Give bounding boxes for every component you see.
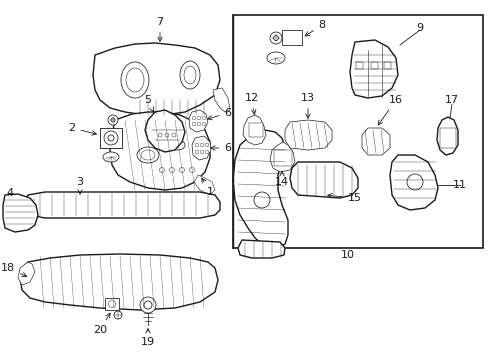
Polygon shape: [390, 155, 438, 210]
Circle shape: [114, 311, 122, 319]
Text: 18: 18: [1, 263, 26, 276]
Circle shape: [254, 192, 270, 208]
Bar: [100, 128, 122, 148]
Text: 10: 10: [341, 250, 355, 260]
Circle shape: [179, 167, 185, 172]
Circle shape: [160, 167, 165, 172]
Text: 1: 1: [202, 178, 214, 197]
Text: 20: 20: [93, 313, 110, 335]
Polygon shape: [213, 88, 230, 112]
Polygon shape: [362, 128, 390, 155]
Circle shape: [270, 32, 282, 44]
Circle shape: [192, 122, 196, 126]
Circle shape: [200, 143, 204, 147]
Polygon shape: [20, 254, 218, 310]
Polygon shape: [110, 112, 210, 190]
Bar: [384, 62, 391, 69]
Polygon shape: [189, 110, 208, 132]
Circle shape: [205, 143, 209, 147]
Circle shape: [192, 116, 196, 120]
Text: 15: 15: [328, 193, 362, 203]
Polygon shape: [437, 117, 458, 155]
Circle shape: [172, 133, 176, 137]
Ellipse shape: [184, 66, 196, 84]
Ellipse shape: [141, 150, 155, 160]
Bar: [356, 62, 363, 69]
Text: 7: 7: [156, 17, 164, 41]
Ellipse shape: [171, 140, 185, 150]
Text: 13: 13: [301, 93, 315, 118]
Polygon shape: [145, 110, 185, 152]
Circle shape: [195, 150, 199, 154]
Circle shape: [170, 167, 174, 172]
Polygon shape: [18, 262, 35, 285]
Ellipse shape: [103, 152, 119, 162]
Text: 3: 3: [76, 177, 83, 194]
Ellipse shape: [126, 68, 144, 92]
Circle shape: [108, 135, 114, 141]
Bar: [371, 62, 378, 69]
Text: 8: 8: [305, 20, 325, 36]
Circle shape: [108, 301, 116, 307]
Polygon shape: [194, 175, 215, 195]
Ellipse shape: [267, 52, 285, 64]
Polygon shape: [3, 194, 38, 232]
Circle shape: [165, 133, 169, 137]
Circle shape: [202, 116, 206, 120]
Circle shape: [197, 116, 201, 120]
Ellipse shape: [137, 147, 159, 163]
Circle shape: [190, 167, 195, 172]
Circle shape: [200, 150, 204, 154]
Circle shape: [407, 174, 423, 190]
Text: 17: 17: [445, 95, 459, 105]
Circle shape: [195, 143, 199, 147]
Polygon shape: [350, 40, 398, 98]
Circle shape: [140, 297, 156, 313]
Bar: [282, 30, 302, 45]
Polygon shape: [192, 136, 211, 160]
Circle shape: [104, 131, 118, 145]
Circle shape: [108, 115, 118, 125]
Polygon shape: [238, 240, 285, 258]
Ellipse shape: [180, 61, 200, 89]
Text: 16: 16: [378, 95, 403, 125]
Bar: [249, 123, 263, 137]
Text: 6: 6: [211, 143, 231, 153]
Polygon shape: [93, 43, 220, 115]
Bar: [100, 128, 122, 148]
Text: 19: 19: [141, 329, 155, 347]
Circle shape: [111, 118, 115, 122]
Circle shape: [144, 301, 152, 309]
Polygon shape: [290, 162, 358, 198]
Text: 4: 4: [6, 188, 14, 198]
Ellipse shape: [121, 62, 149, 98]
Bar: [440, 128, 456, 148]
Polygon shape: [243, 115, 266, 145]
Circle shape: [158, 133, 162, 137]
Bar: [233, 15, 483, 248]
Polygon shape: [233, 130, 288, 248]
Polygon shape: [25, 192, 220, 218]
Bar: [105, 298, 119, 310]
Text: 6: 6: [208, 108, 231, 120]
Text: 11: 11: [453, 180, 467, 190]
Circle shape: [273, 36, 278, 41]
Text: 9: 9: [416, 23, 423, 33]
Text: 14: 14: [275, 171, 289, 187]
Text: 5: 5: [145, 95, 153, 112]
Bar: [274, 150, 292, 166]
Circle shape: [197, 122, 201, 126]
Polygon shape: [270, 142, 295, 172]
Text: 12: 12: [245, 93, 259, 114]
Text: 2: 2: [69, 123, 97, 135]
Circle shape: [205, 150, 209, 154]
Circle shape: [202, 122, 206, 126]
Polygon shape: [285, 120, 332, 150]
